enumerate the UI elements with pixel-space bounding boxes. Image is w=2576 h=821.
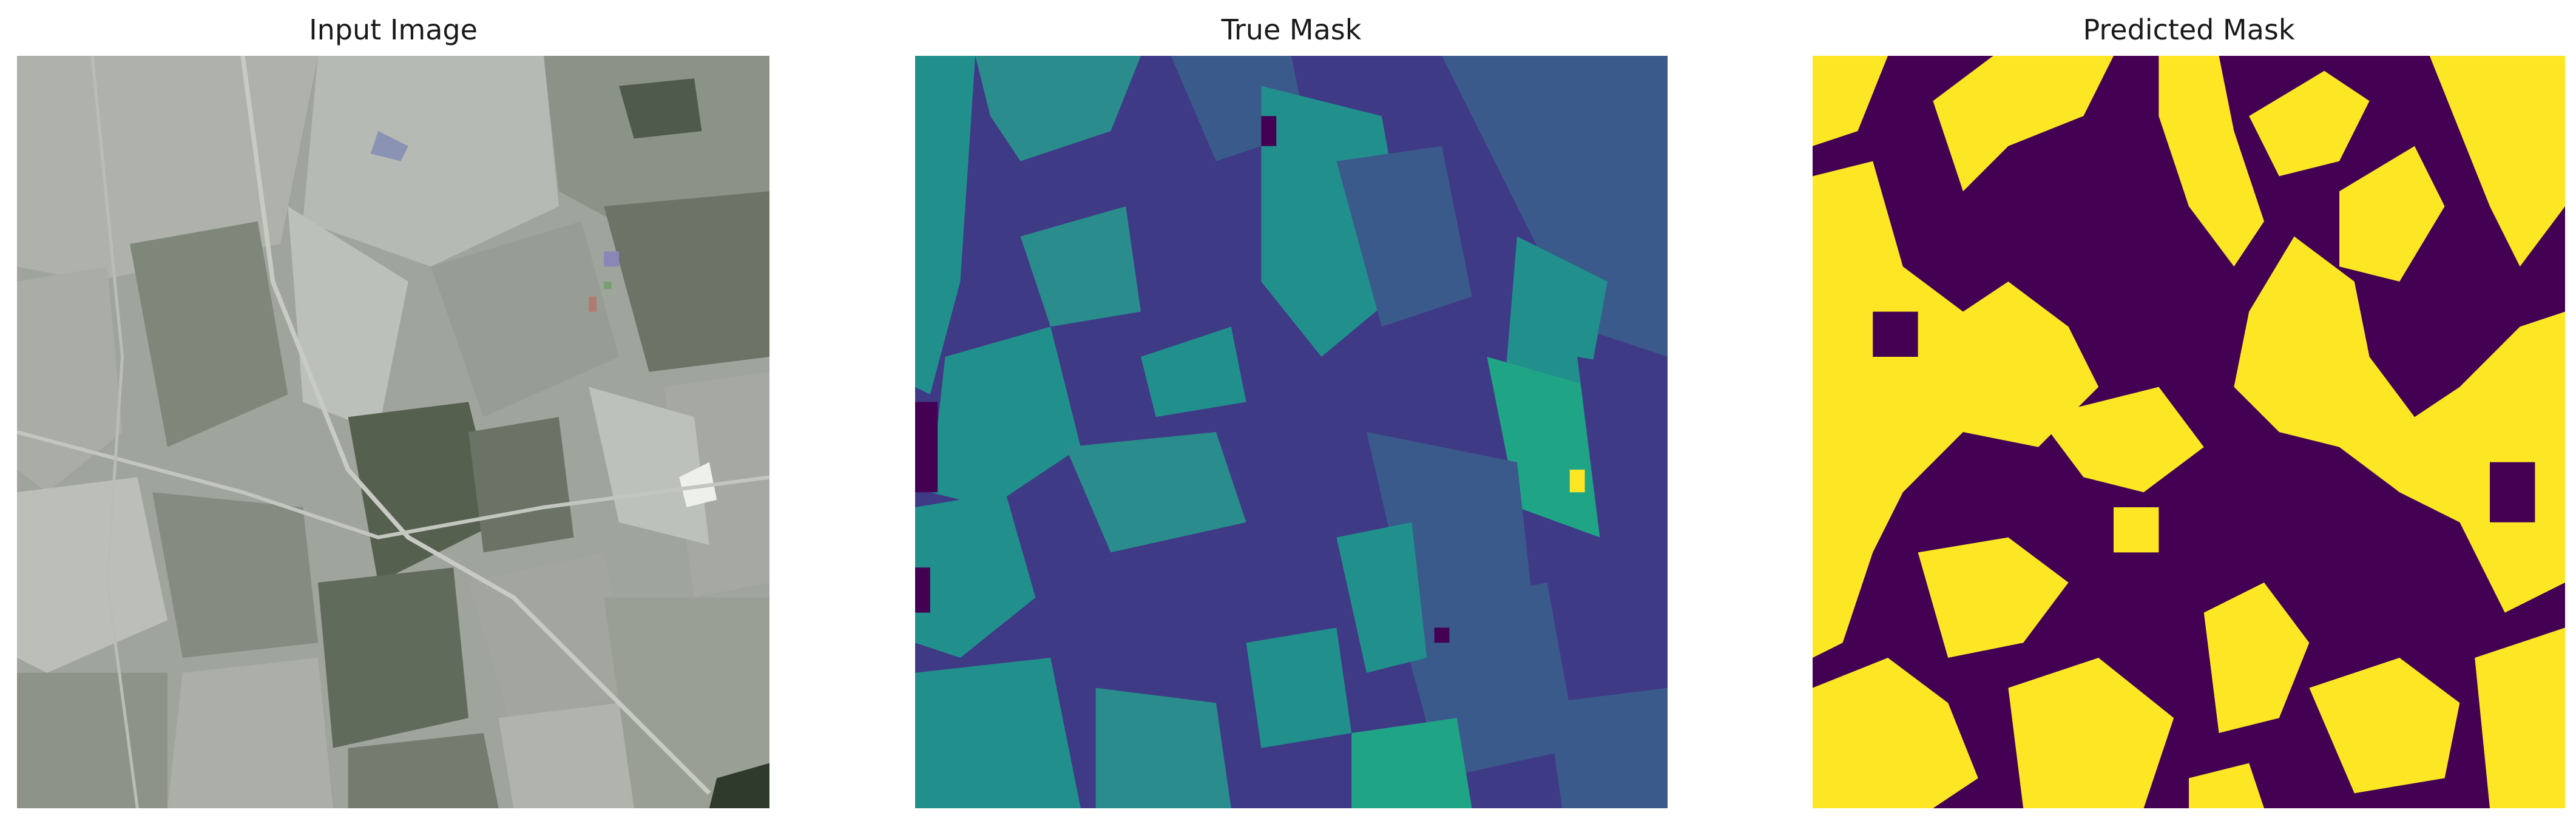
- input-image: [17, 56, 769, 808]
- panel-title-predicted: Predicted Mask: [2083, 13, 2295, 46]
- panel-input-image: Input Image: [17, 0, 769, 821]
- panel-true-mask: True Mask: [915, 0, 1668, 821]
- panel-title-true: True Mask: [1221, 13, 1362, 46]
- panel-title-input: Input Image: [309, 13, 478, 46]
- panel-predicted-mask: Predicted Mask: [1813, 0, 2565, 821]
- predicted-mask-image: [1813, 56, 2565, 808]
- true-mask-image: [915, 56, 1668, 808]
